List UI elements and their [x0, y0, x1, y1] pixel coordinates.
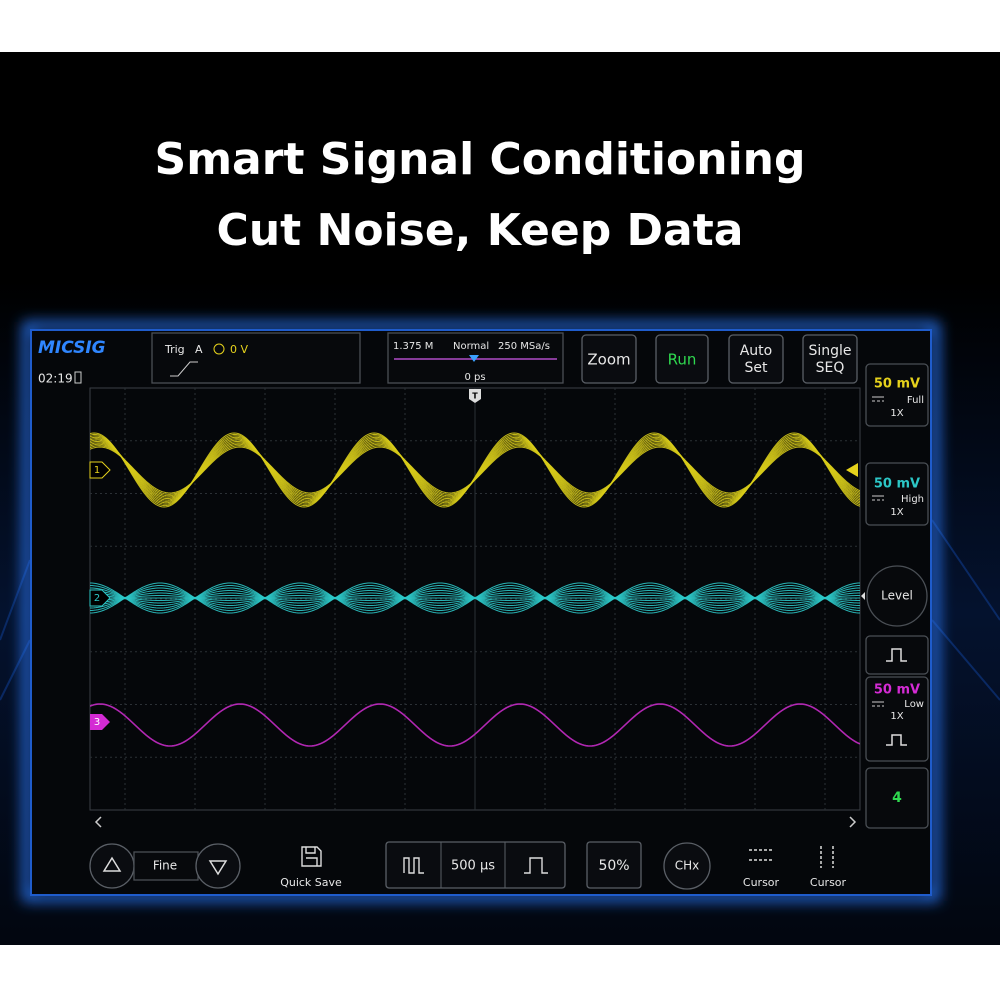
pulse-button[interactable]	[865, 635, 929, 675]
trigger-label: Trig	[164, 343, 185, 356]
scroll-right[interactable]	[849, 816, 857, 828]
down-button[interactable]	[195, 843, 241, 889]
channel-3-panel[interactable]	[865, 676, 929, 762]
trigger-50-button[interactable]	[586, 841, 642, 889]
channel-1-bandwidth: Full	[907, 395, 924, 406]
acquire-mode: Normal	[453, 341, 489, 352]
screen-glow	[23, 322, 939, 901]
level-knob[interactable]	[866, 565, 928, 627]
channel-2-trace	[90, 582, 860, 598]
auto-set-label: Auto	[740, 343, 773, 359]
timebase-control[interactable]	[385, 841, 566, 889]
channel-2-scale: 50 mV	[874, 477, 920, 492]
pulse-icon	[886, 648, 907, 662]
channel-3-scale: 50 mV	[874, 683, 920, 698]
channel-1-trace	[90, 432, 860, 508]
channel-2-probe: 1X	[890, 507, 903, 518]
trigger-level: 0 V	[230, 343, 248, 356]
trigger-time-marker-label: T	[472, 392, 478, 401]
trigger-time-marker	[469, 389, 481, 403]
vertical-cursor-label: Cursor	[810, 876, 847, 889]
up-button[interactable]	[89, 843, 135, 889]
channel-1-scale: 50 mV	[874, 377, 920, 392]
coupling-icon	[872, 701, 884, 707]
vertical-cursor-icon[interactable]	[820, 846, 834, 868]
single-seq-label: Single	[808, 343, 851, 359]
level-pointer	[861, 592, 865, 600]
coupling-icon	[872, 495, 884, 501]
channel-3-marker-label: 3	[94, 717, 100, 728]
channel-1-panel[interactable]	[865, 363, 929, 427]
trigger-level-arrow	[846, 463, 858, 477]
wide-pulse-icon[interactable]	[524, 857, 548, 874]
timebase-value: 500 µs	[451, 859, 495, 874]
narrow-pulse-icon[interactable]	[403, 857, 424, 874]
pulse-icon	[886, 734, 907, 746]
fine-label: Fine	[153, 859, 177, 873]
horizontal-cursor-label: Cursor	[743, 876, 780, 889]
sample-rate: 250 MSa/s	[498, 341, 550, 352]
scroll-left[interactable]	[94, 816, 102, 828]
trigger-level-icon	[213, 343, 225, 355]
channel-1-marker-label: 1	[94, 465, 100, 476]
quick-save-label: Quick Save	[280, 876, 342, 889]
channel-2-panel[interactable]	[865, 462, 929, 526]
single-seq-button[interactable]	[802, 334, 858, 384]
horizontal-cursor-icon[interactable]	[749, 849, 773, 861]
save-icon[interactable]	[301, 846, 322, 867]
single-seq-label: SEQ	[816, 360, 845, 376]
channel-1-probe: 1X	[890, 408, 903, 419]
headline: Cut Noise, Keep Data	[217, 205, 744, 256]
channel-1-marker[interactable]	[89, 461, 111, 479]
fine-pill[interactable]	[133, 851, 199, 881]
time-offset: 0 ps	[464, 372, 485, 383]
waveforms	[90, 432, 860, 747]
channel-3-marker[interactable]	[90, 714, 110, 730]
channel-2-marker[interactable]	[89, 589, 111, 607]
level-label: Level	[881, 589, 913, 603]
down-icon	[208, 860, 228, 876]
run-label: Run	[668, 351, 697, 369]
zoom-label: Zoom	[587, 351, 630, 369]
trigger-50-label: 50%	[598, 858, 629, 874]
clock: 02:19	[38, 372, 73, 386]
coupling-icon	[872, 396, 884, 402]
run-button[interactable]	[655, 334, 709, 384]
channel-2-marker-label: 2	[94, 593, 100, 604]
battery-icon	[74, 371, 82, 384]
slope-icon	[170, 361, 198, 377]
channel-3-probe: 1X	[890, 711, 903, 722]
channel-4-label: 4	[892, 790, 902, 806]
channel-select-label: CHx	[675, 859, 700, 873]
headline: Smart Signal Conditioning	[155, 134, 806, 185]
position-marker	[469, 355, 479, 362]
channel-4-panel[interactable]	[865, 767, 929, 829]
channel-3-trace	[90, 703, 860, 747]
up-icon	[102, 856, 122, 872]
channel-2-bandwidth: High	[901, 494, 924, 505]
bottom-band	[0, 945, 1000, 1000]
auto-set-button[interactable]	[728, 334, 784, 384]
logo: MICSIG	[38, 338, 106, 358]
channel-3-bandwidth: Low	[904, 699, 924, 710]
trigger-source: A	[195, 343, 203, 356]
screen	[30, 329, 932, 896]
channel-select-button[interactable]	[663, 842, 711, 890]
auto-set-label: Set	[745, 360, 769, 376]
top-band	[0, 0, 1000, 52]
zoom-button[interactable]	[581, 334, 637, 384]
memory-depth: 1.375 M	[393, 341, 433, 352]
trigger-panel[interactable]	[151, 332, 361, 384]
